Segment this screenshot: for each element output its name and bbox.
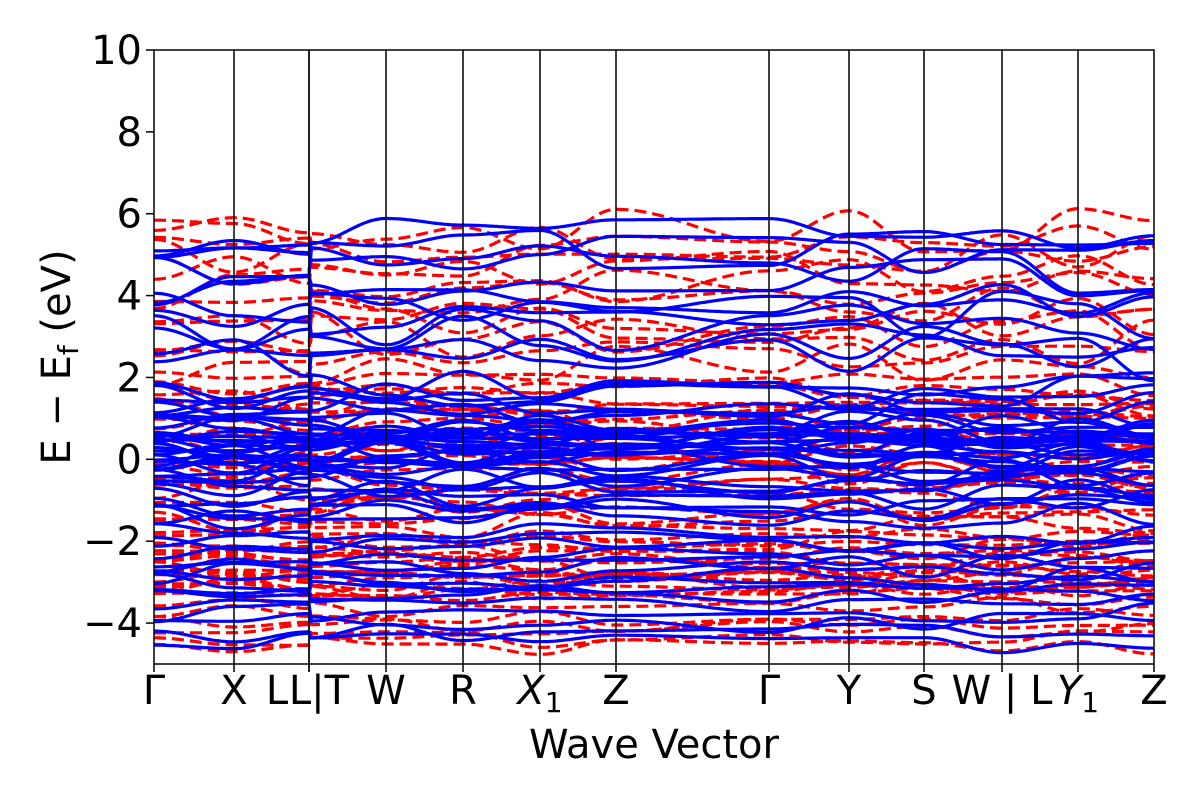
band-line-solid [154, 522, 1154, 545]
band-line-dashed [154, 548, 1154, 568]
band-line-dashed [154, 550, 1154, 573]
band-line-dashed [154, 342, 1154, 388]
x-tick-label: L|T [289, 668, 350, 714]
band-line-solid [154, 582, 1154, 604]
band-line-solid [154, 409, 1154, 444]
plot-frame [153, 49, 1155, 665]
band-line-dashed [154, 216, 1154, 264]
x-tick-label: L [266, 668, 289, 714]
x-tick-label: X1 [515, 668, 562, 719]
band-line-solid [154, 592, 1154, 614]
band-line-solid [154, 622, 1154, 644]
x-axis-ticks: Γ X L L|T W R X1 Z Γ Y S W | L Y1 Z [143, 664, 1168, 719]
band-line-solid [154, 418, 1154, 444]
x-tick-label: S [911, 668, 936, 714]
x-tick-label: Γ [758, 668, 781, 714]
band-line-dashed [154, 525, 1154, 549]
band-line-solid [154, 314, 1154, 363]
band-line-solid [154, 257, 1154, 307]
y-tick-label: 2 [117, 355, 142, 401]
x-tick-label: Γ [143, 668, 166, 714]
band-line-solid [154, 396, 1154, 429]
band-lines [154, 207, 1154, 656]
band-line-solid [154, 324, 1154, 370]
band-line-solid [154, 216, 1154, 255]
band-line-dashed [154, 387, 1154, 411]
y-axis-ticks: −4 −2 0 2 4 6 8 10 [83, 28, 154, 647]
band-line-solid [154, 601, 1154, 624]
y-axis-label-tail: (eV) [34, 249, 80, 345]
x-tick-label: Y [836, 668, 862, 714]
y-tick-label: −2 [83, 519, 142, 565]
band-line-dashed [154, 506, 1154, 534]
band-line-dashed [154, 370, 1154, 398]
band-line-dashed [154, 629, 1154, 649]
x-tick-label: R [449, 668, 477, 714]
x-tick-label: W [366, 668, 406, 714]
band-line-solid [154, 369, 1154, 402]
band-line-dashed [154, 338, 1154, 376]
band-line-dashed [154, 529, 1154, 553]
x-axis-label: Wave Vector [529, 722, 780, 768]
band-line-dashed [154, 402, 1154, 425]
bands-layer [154, 207, 1154, 656]
y-axis-label: E − Ef (eV) [34, 249, 85, 464]
band-line-dashed [154, 543, 1154, 565]
band-line-solid [154, 493, 1154, 523]
x-tick-label: Z [1140, 668, 1167, 714]
band-line-solid [154, 411, 1154, 441]
y-axis-label-main: E − E [34, 355, 80, 465]
band-line-dashed [154, 604, 1154, 627]
y-tick-label: 4 [117, 274, 142, 320]
band-line-dashed [154, 301, 1154, 345]
y-axis-label-sub: f [52, 344, 85, 355]
band-line-solid [154, 536, 1154, 559]
y-tick-label: 0 [117, 437, 142, 483]
band-line-solid [154, 530, 1154, 554]
band-line-dashed [154, 569, 1154, 590]
band-line-solid [154, 274, 1154, 315]
x-tick-label: Y1 [1057, 668, 1099, 719]
high-symmetry-lines [233, 50, 1079, 664]
band-line-solid [154, 487, 1154, 518]
y-tick-label: 8 [117, 110, 142, 156]
band-line-dashed [154, 267, 1154, 315]
band-line-solid [154, 303, 1154, 352]
band-line-dashed [154, 225, 1154, 274]
band-line-dashed [154, 254, 1154, 304]
y-tick-label: 6 [117, 192, 142, 238]
band-line-solid [154, 611, 1154, 634]
x-tick-label: W | L [952, 668, 1053, 714]
y-tick-label: 10 [91, 28, 142, 74]
x-tick-label: Z [602, 668, 629, 714]
band-line-solid [154, 379, 1154, 413]
y-tick-label: −4 [83, 601, 142, 647]
band-line-solid [154, 234, 1154, 275]
x-tick-label: X [220, 668, 247, 714]
band-line-dashed [154, 534, 1154, 554]
